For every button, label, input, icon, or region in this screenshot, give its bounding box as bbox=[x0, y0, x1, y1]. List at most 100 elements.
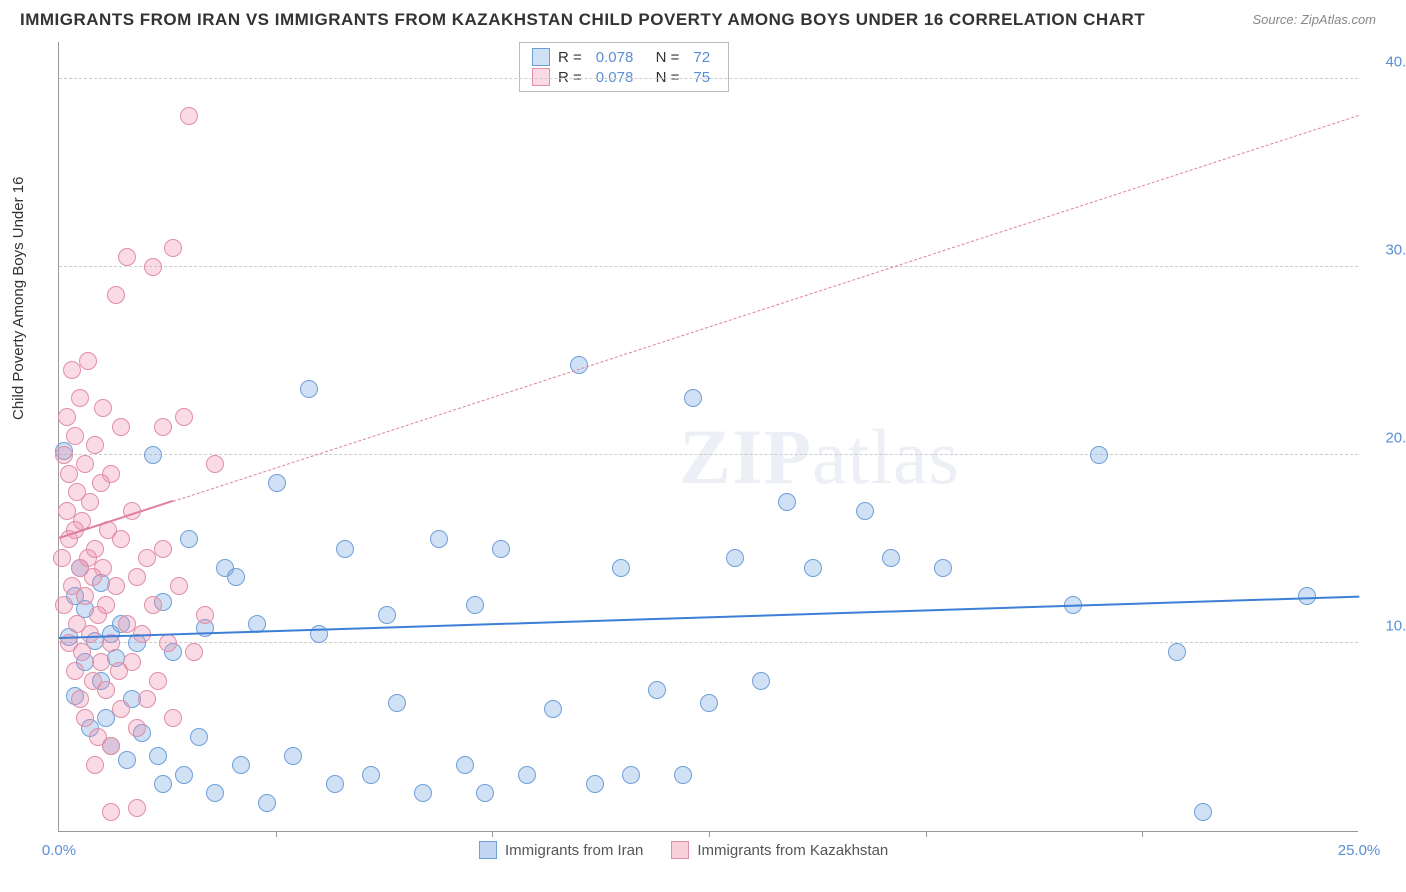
scatter-point bbox=[159, 634, 177, 652]
scatter-point bbox=[154, 418, 172, 436]
scatter-point bbox=[378, 606, 396, 624]
legend-swatch bbox=[671, 841, 689, 859]
y-tick-label: 20.0% bbox=[1368, 429, 1406, 446]
scatter-point bbox=[804, 559, 822, 577]
scatter-point bbox=[190, 728, 208, 746]
gridline-h bbox=[59, 642, 1358, 643]
scatter-point bbox=[362, 766, 380, 784]
scatter-point bbox=[206, 455, 224, 473]
x-tick-label: 0.0% bbox=[42, 842, 76, 859]
scatter-point bbox=[102, 465, 120, 483]
scatter-point bbox=[97, 596, 115, 614]
legend-stats: R =0.078 N =72R =0.078 N =75 bbox=[519, 42, 729, 92]
scatter-point bbox=[180, 107, 198, 125]
scatter-point bbox=[752, 672, 770, 690]
scatter-point bbox=[86, 540, 104, 558]
scatter-point bbox=[1298, 587, 1316, 605]
legend-n-label: N = bbox=[647, 49, 679, 66]
legend-r-value: 0.078 bbox=[596, 49, 634, 66]
scatter-point bbox=[86, 436, 104, 454]
scatter-point bbox=[258, 794, 276, 812]
scatter-point bbox=[79, 352, 97, 370]
scatter-point bbox=[149, 672, 167, 690]
scatter-point bbox=[71, 690, 89, 708]
legend-n-value: 72 bbox=[693, 49, 710, 66]
scatter-point bbox=[284, 747, 302, 765]
scatter-point bbox=[66, 427, 84, 445]
legend-series-item: Immigrants from Kazakhstan bbox=[671, 841, 888, 859]
scatter-point bbox=[430, 530, 448, 548]
scatter-point bbox=[81, 625, 99, 643]
scatter-point bbox=[55, 596, 73, 614]
legend-series: Immigrants from Iran Immigrants from Kaza… bbox=[479, 841, 888, 859]
scatter-point bbox=[648, 681, 666, 699]
legend-swatch bbox=[479, 841, 497, 859]
scatter-point bbox=[53, 549, 71, 567]
scatter-point bbox=[164, 239, 182, 257]
x-tick-minor bbox=[709, 831, 710, 837]
legend-series-label: Immigrants from Kazakhstan bbox=[697, 842, 888, 859]
scatter-point bbox=[76, 587, 94, 605]
scatter-point bbox=[414, 784, 432, 802]
scatter-point bbox=[268, 474, 286, 492]
x-tick-minor bbox=[492, 831, 493, 837]
x-tick-minor bbox=[276, 831, 277, 837]
y-tick-label: 40.0% bbox=[1368, 53, 1406, 70]
scatter-point bbox=[778, 493, 796, 511]
scatter-point bbox=[107, 577, 125, 595]
x-tick-minor bbox=[926, 831, 927, 837]
scatter-point bbox=[175, 766, 193, 784]
scatter-point bbox=[684, 389, 702, 407]
scatter-point bbox=[206, 784, 224, 802]
legend-swatch bbox=[532, 48, 550, 66]
scatter-point bbox=[92, 653, 110, 671]
scatter-point bbox=[726, 549, 744, 567]
scatter-point bbox=[58, 408, 76, 426]
scatter-point bbox=[164, 709, 182, 727]
scatter-point bbox=[144, 596, 162, 614]
scatter-point bbox=[170, 577, 188, 595]
scatter-point bbox=[180, 530, 198, 548]
scatter-point bbox=[94, 559, 112, 577]
scatter-point bbox=[112, 700, 130, 718]
scatter-point bbox=[326, 775, 344, 793]
y-tick-label: 10.0% bbox=[1368, 617, 1406, 634]
scatter-point bbox=[112, 530, 130, 548]
scatter-point bbox=[97, 681, 115, 699]
scatter-point bbox=[76, 455, 94, 473]
scatter-point bbox=[1090, 446, 1108, 464]
scatter-point bbox=[73, 643, 91, 661]
scatter-point bbox=[227, 568, 245, 586]
scatter-point bbox=[128, 719, 146, 737]
scatter-point bbox=[544, 700, 562, 718]
gridline-h bbox=[59, 454, 1358, 455]
source-label: Source: ZipAtlas.com bbox=[1252, 12, 1376, 27]
watermark-bold: ZIP bbox=[679, 413, 812, 500]
scatter-point bbox=[76, 709, 94, 727]
scatter-point bbox=[66, 662, 84, 680]
y-axis-label: Child Poverty Among Boys Under 16 bbox=[10, 177, 27, 420]
x-tick-minor bbox=[1142, 831, 1143, 837]
scatter-point bbox=[586, 775, 604, 793]
scatter-point bbox=[476, 784, 494, 802]
scatter-point bbox=[175, 408, 193, 426]
scatter-point bbox=[196, 606, 214, 624]
scatter-point bbox=[1194, 803, 1212, 821]
scatter-point bbox=[128, 799, 146, 817]
scatter-point bbox=[518, 766, 536, 784]
watermark: ZIPatlas bbox=[679, 412, 960, 502]
scatter-point bbox=[86, 756, 104, 774]
scatter-point bbox=[112, 418, 130, 436]
plot-area: ZIPatlas R =0.078 N =72R =0.078 N =75 Im… bbox=[58, 42, 1358, 832]
x-tick-label: 25.0% bbox=[1338, 842, 1381, 859]
scatter-point bbox=[492, 540, 510, 558]
scatter-point bbox=[118, 248, 136, 266]
legend-series-item: Immigrants from Iran bbox=[479, 841, 643, 859]
legend-series-label: Immigrants from Iran bbox=[505, 842, 643, 859]
scatter-point bbox=[149, 747, 167, 765]
scatter-point bbox=[934, 559, 952, 577]
scatter-point bbox=[123, 653, 141, 671]
scatter-point bbox=[107, 286, 125, 304]
watermark-thin: atlas bbox=[812, 413, 960, 500]
legend-r-label: R = bbox=[558, 49, 582, 66]
